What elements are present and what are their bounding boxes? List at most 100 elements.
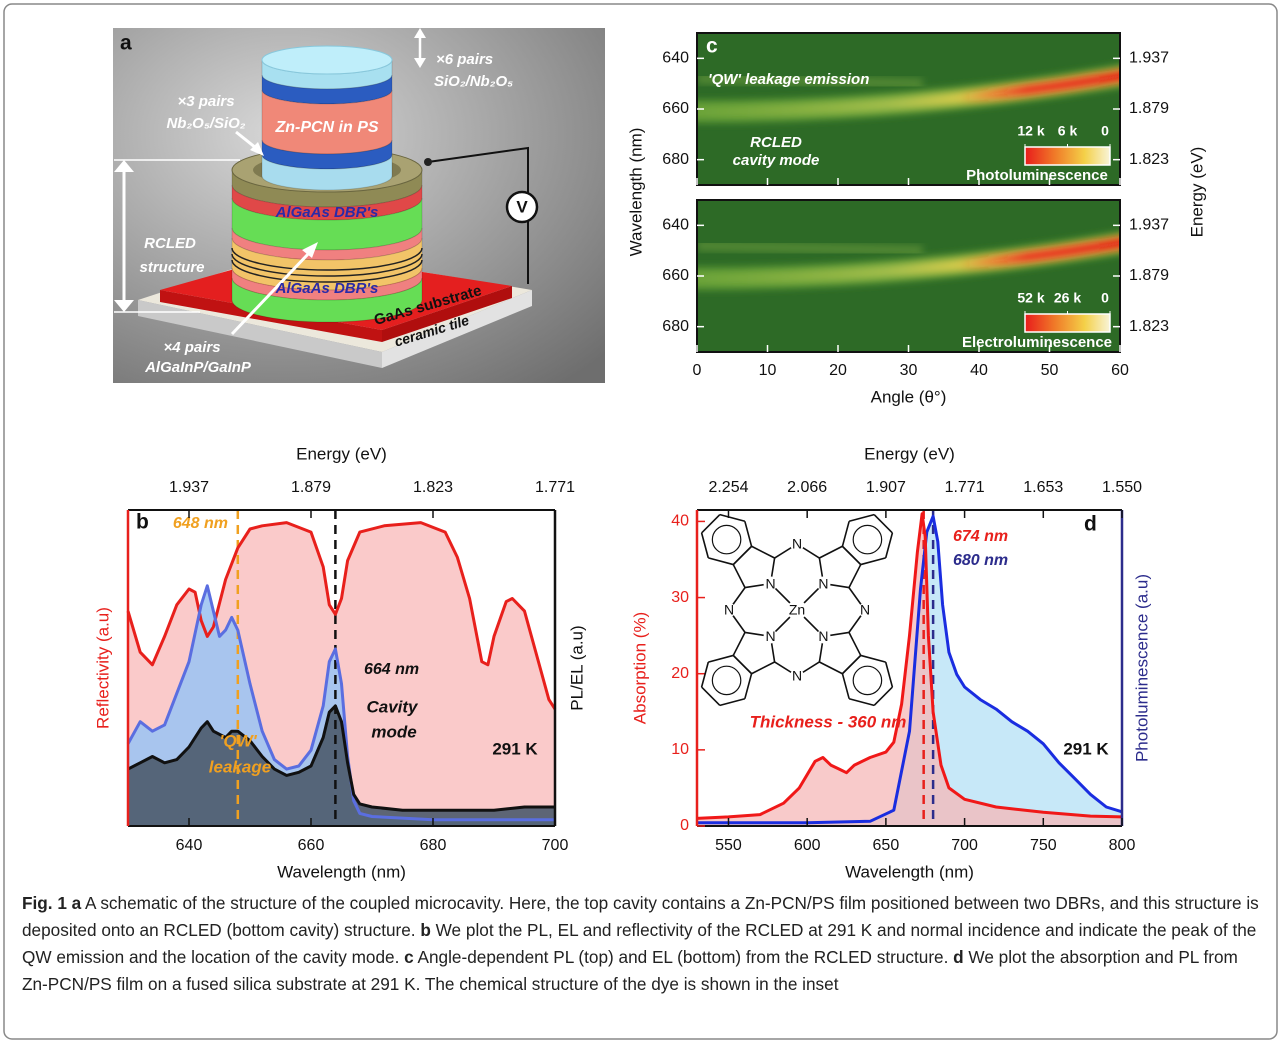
marker-label: 648 nm: [173, 515, 228, 532]
y2-tick-label: 1.879: [1129, 100, 1169, 117]
bond: [841, 654, 862, 675]
x-tick-label: 20: [829, 362, 847, 379]
x-tick-label: 0: [693, 362, 702, 379]
tile-side: [382, 290, 532, 368]
bond: [884, 661, 894, 688]
x2-tick-label: 1.771: [535, 479, 575, 496]
bond: [819, 545, 843, 559]
atom-mask: [790, 669, 804, 683]
colorbar-title: Photoluminescence: [966, 167, 1108, 184]
y-axis-label: Absorption (%): [630, 612, 649, 724]
tile-side: [138, 300, 382, 368]
annotation: leakage: [209, 757, 271, 776]
arrow: [235, 130, 257, 150]
bond: [848, 632, 862, 656]
x2-tick-label: 1.550: [1102, 479, 1142, 496]
y2-tick-label: 1.823: [1129, 151, 1169, 168]
marker-label: 674 nm: [953, 528, 1008, 545]
y-tick-label: 30: [671, 589, 689, 606]
x-tick-label: 30: [900, 362, 918, 379]
x-tick-label: 10: [759, 362, 777, 379]
caption-bold: b: [420, 920, 431, 940]
substrate-side: [382, 286, 512, 342]
x2-tick-label: 1.653: [1023, 479, 1063, 496]
label: AlGaInP/GaInP: [144, 359, 252, 376]
bond: [708, 557, 734, 566]
data-line: [126, 521, 557, 710]
colorbar-label: 0: [1101, 290, 1109, 306]
y-tick-label: 20: [671, 665, 689, 682]
atom-mask: [858, 603, 872, 617]
bond: [701, 514, 721, 534]
caption-text: We plot the PL, EL and reflectivity of t…: [22, 920, 1257, 967]
atom-label: N: [818, 575, 828, 591]
colorbar-label: 26 k: [1054, 290, 1081, 306]
atom-mask: [816, 629, 831, 644]
x-tick-label: 700: [542, 837, 569, 854]
bond: [873, 514, 893, 534]
y2-axis-label: Energy (eV): [1187, 147, 1206, 238]
y-tick-label: 10: [671, 741, 689, 758]
annotation: 'QW' leakage emission: [708, 71, 869, 88]
colorbar: [1024, 313, 1111, 333]
bond: [701, 686, 721, 706]
colorbar-label: 52 k: [1017, 290, 1044, 306]
arrow-head: [114, 160, 134, 172]
bond: [841, 673, 850, 699]
x2-tick-label: 2.254: [708, 479, 748, 496]
y-tick-label: 660: [662, 267, 689, 284]
bond: [751, 661, 775, 675]
x-axis-label: Angle (θ°): [871, 387, 947, 406]
arrow-head: [414, 58, 426, 68]
y2-tick-label: 1.823: [1129, 318, 1169, 335]
y-axis-label: Reflectivity (a.u): [93, 607, 112, 729]
caption-bold: d: [953, 947, 964, 967]
x-tick-label: 750: [1030, 837, 1057, 854]
annotation: 'QW': [219, 731, 257, 750]
x-tick-label: 50: [1041, 362, 1059, 379]
x-tick-label: 40: [970, 362, 988, 379]
y2-axis-label: PL/EL (a.u): [567, 625, 586, 710]
atom-label: Zn: [789, 602, 805, 618]
x-tick-label: 800: [1109, 837, 1136, 854]
area-fill: [697, 513, 1122, 826]
atom-mask: [816, 576, 831, 591]
panel-label: b: [136, 511, 149, 534]
caption-bold: c: [404, 947, 414, 967]
x2-axis-label: Energy (eV): [296, 444, 387, 463]
y2-axis-label: Photoluminescence (a.u): [1132, 574, 1151, 762]
figure-frame: [3, 3, 1278, 1040]
annotation: Thickness - 360 nm: [750, 712, 907, 731]
x2-tick-label: 1.823: [413, 479, 453, 496]
atom-label: N: [724, 602, 734, 618]
marker-label: 664 nm: [364, 661, 419, 678]
voltmeter: [505, 190, 539, 224]
bond: [841, 545, 862, 566]
label: ×6 pairs: [436, 51, 493, 68]
atom-label: N: [792, 668, 802, 684]
colorbar-label: 12 k: [1017, 123, 1044, 139]
voltage-label: V: [516, 197, 528, 216]
contact: [424, 158, 432, 166]
annotation: Cavity: [366, 697, 419, 716]
x-tick-label: 60: [1111, 362, 1129, 379]
panel-label: a: [120, 32, 132, 55]
label: AlGaAs DBR's: [275, 204, 379, 221]
y-tick-label: 40: [671, 513, 689, 530]
caption-text: Angle-dependent PL (top) and EL (bottom)…: [413, 947, 954, 967]
leakage-glow: [697, 73, 923, 89]
area-fill: [128, 705, 555, 826]
bond: [819, 661, 843, 675]
bond: [751, 545, 775, 559]
atom-label: N: [860, 602, 870, 618]
x-axis-label: Wavelength (nm): [845, 862, 974, 881]
caption-text: We plot the absorption and PL from Zn-PC…: [22, 947, 1238, 994]
qw-line: [231, 259, 423, 283]
qw-line: [231, 247, 423, 271]
aromatic-ring: [711, 524, 742, 555]
qw-line: [231, 253, 423, 277]
colorbar-title: Electroluminescence: [962, 334, 1112, 351]
x-tick-label: 640: [176, 837, 203, 854]
bond: [732, 632, 746, 656]
arrow-head: [114, 300, 134, 312]
